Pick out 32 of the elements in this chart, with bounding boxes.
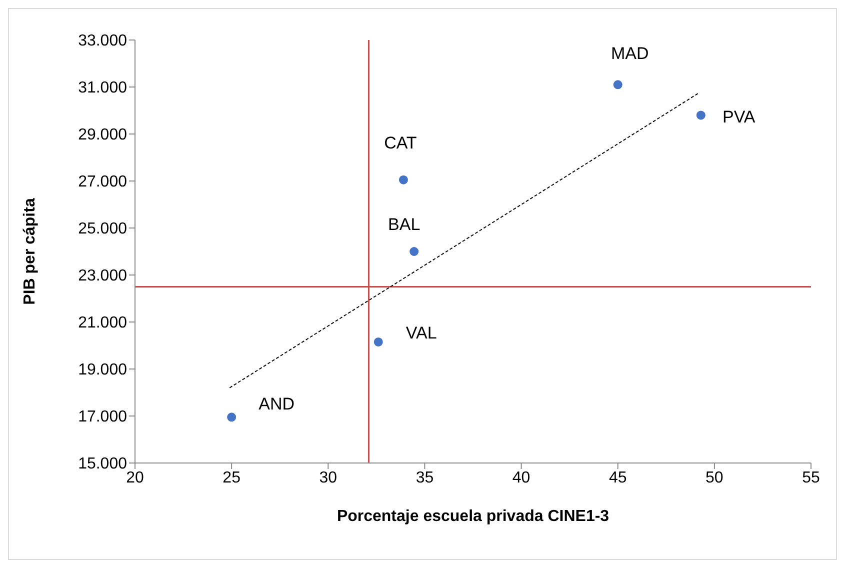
point: [227, 412, 236, 422]
x-tick-label: 20: [126, 469, 144, 486]
y-tick-label: 33.000: [78, 32, 128, 50]
y-tick-label: 15.000: [78, 456, 128, 473]
y-tick-label: 21.000: [78, 314, 128, 332]
x-tick-label: 50: [706, 469, 724, 486]
point: [374, 337, 383, 346]
y-tick-label: 23.000: [78, 268, 128, 285]
x-axis-title: Porcentaje escuela privada CINE1-3: [336, 508, 610, 525]
annotation: VAL: [406, 323, 437, 342]
y-tick-label: 17.000: [78, 408, 128, 426]
x-tick-label: 40: [512, 469, 530, 486]
x-tick-label: 55: [802, 469, 820, 486]
point: [410, 247, 419, 256]
y-tick-label: 27.000: [78, 174, 128, 191]
y-tick-label: 25.000: [78, 220, 128, 238]
y-tick-label: 29.000: [78, 126, 128, 144]
annotation: BAL: [388, 214, 420, 234]
annotation: MAD: [610, 44, 649, 64]
annotation: PVA: [722, 108, 756, 127]
x-tick-label: 25: [222, 469, 241, 486]
x-tick-label: 45: [608, 469, 627, 486]
y-tick-label: 19.000: [78, 362, 128, 379]
annotation: CAT: [384, 133, 417, 152]
y-axis-title: PIB per cápita: [22, 198, 39, 305]
x-tick-label: 30: [319, 469, 338, 486]
point: [398, 175, 408, 184]
point: [613, 80, 622, 90]
point: [696, 110, 706, 120]
x-tick-label: 35: [416, 469, 434, 486]
y-tick-label: 31.000: [78, 80, 128, 97]
annotation: AND: [258, 394, 295, 414]
